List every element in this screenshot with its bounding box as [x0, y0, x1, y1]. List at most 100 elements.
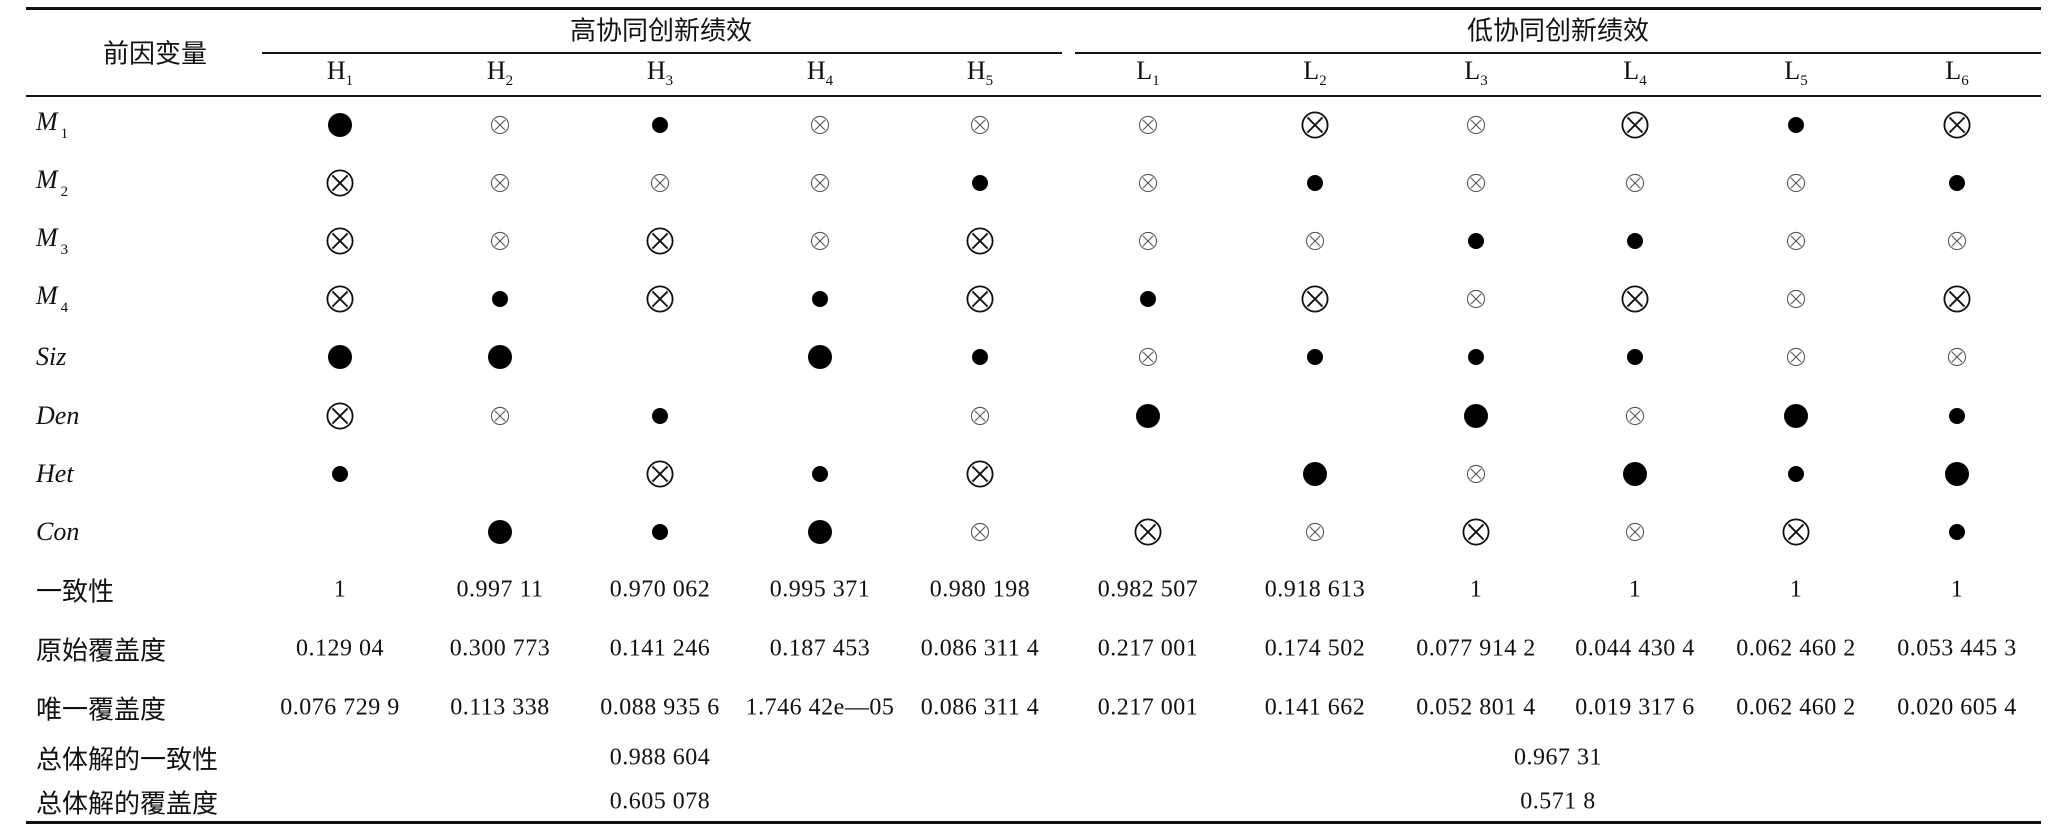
table-cell: 0.982 507 [1097, 576, 1199, 603]
corner-header: 前因变量 [102, 39, 208, 69]
peripheral-present-dot-icon [1140, 291, 1156, 307]
core-absent-crossed-circle-icon [326, 169, 354, 197]
core-present-dot-icon [1784, 404, 1808, 428]
row-label-base: Siz [36, 342, 67, 371]
row-label-subscript: 3 [60, 242, 69, 258]
overall-value-low: 0.571 8 [1520, 788, 1596, 815]
peripheral-absent-crossed-circle-icon [1947, 231, 1967, 251]
table-cell: 0.062 460 2 [1736, 635, 1856, 662]
header-rule [26, 95, 2041, 97]
table-cell: 0.217 001 [1097, 635, 1199, 662]
peripheral-present-dot-icon [652, 524, 668, 540]
column-header-subscript: 5 [985, 73, 994, 89]
row-label-base: M [36, 223, 58, 252]
peripheral-present-dot-icon [1468, 233, 1484, 249]
row-label: Siz [36, 342, 66, 372]
column-header-l5: L5 [1784, 56, 1807, 90]
table-cell: 1 [333, 576, 347, 603]
table-cell: 0.918 613 [1264, 576, 1366, 603]
peripheral-present-dot-icon [1949, 408, 1965, 424]
row-label-base: M [36, 281, 58, 310]
peripheral-absent-crossed-circle-icon [970, 406, 990, 426]
peripheral-absent-crossed-circle-icon [1138, 231, 1158, 251]
column-header-h1: H1 [327, 56, 353, 90]
peripheral-absent-crossed-circle-icon [1305, 231, 1325, 251]
table-cell: 0.187 453 [769, 635, 871, 662]
column-header-base: H [806, 56, 826, 85]
column-header-base: H [486, 56, 506, 85]
peripheral-present-dot-icon [1788, 466, 1804, 482]
peripheral-absent-crossed-circle-icon [490, 173, 510, 193]
core-absent-crossed-circle-icon [646, 285, 674, 313]
row-label-subscript: 2 [60, 184, 69, 200]
peripheral-present-dot-icon [1627, 349, 1643, 365]
peripheral-present-dot-icon [1949, 175, 1965, 191]
peripheral-absent-crossed-circle-icon [1138, 115, 1158, 135]
core-present-dot-icon [1303, 462, 1327, 486]
table-cell: 0.077 914 2 [1416, 635, 1536, 662]
table-cell: 0.053 445 3 [1897, 635, 2017, 662]
peripheral-absent-crossed-circle-icon [1466, 464, 1486, 484]
overall-value-high: 0.605 078 [609, 788, 711, 815]
column-header-subscript: 1 [345, 73, 354, 89]
peripheral-absent-crossed-circle-icon [970, 115, 990, 135]
peripheral-absent-crossed-circle-icon [1625, 173, 1645, 193]
column-header-subscript: 1 [1152, 73, 1160, 89]
peripheral-present-dot-icon [652, 408, 668, 424]
row-label: Con [36, 517, 79, 547]
column-header-subscript: 4 [1639, 73, 1647, 89]
core-absent-crossed-circle-icon [1943, 285, 1971, 313]
peripheral-present-dot-icon [972, 175, 988, 191]
peripheral-absent-crossed-circle-icon [1625, 406, 1645, 426]
core-absent-crossed-circle-icon [326, 227, 354, 255]
peripheral-absent-crossed-circle-icon [810, 173, 830, 193]
row-label-base: M [36, 107, 58, 136]
column-header-subscript: 2 [1319, 73, 1327, 89]
peripheral-present-dot-icon [972, 349, 988, 365]
column-header-l6: L6 [1945, 56, 1968, 90]
peripheral-absent-crossed-circle-icon [1786, 231, 1806, 251]
table-cell: 0.997 11 [456, 576, 544, 603]
top-rule [26, 7, 2041, 10]
table-cell: 0.995 371 [769, 576, 871, 603]
table-cell: 0.086 311 4 [920, 694, 1040, 721]
core-absent-crossed-circle-icon [646, 460, 674, 488]
peripheral-present-dot-icon [492, 291, 508, 307]
core-present-dot-icon [488, 345, 512, 369]
table-cell: 0.020 605 4 [1897, 694, 2017, 721]
table-cell: 0.086 311 4 [920, 635, 1040, 662]
core-absent-crossed-circle-icon [1301, 285, 1329, 313]
table-cell: 1 [1950, 576, 1964, 603]
row-label: 唯一覆盖度 [36, 695, 167, 725]
table-cell: 0.076 729 9 [280, 694, 400, 721]
row-label-subscript: 4 [60, 300, 69, 316]
table-cell: 0.113 338 [450, 694, 550, 721]
column-header-base: H [646, 56, 666, 85]
column-header-subscript: 5 [1800, 73, 1808, 89]
peripheral-present-dot-icon [1468, 349, 1484, 365]
core-absent-crossed-circle-icon [1621, 111, 1649, 139]
peripheral-present-dot-icon [332, 466, 348, 482]
row-label: Het [36, 459, 74, 489]
table-cell: 0.217 001 [1097, 694, 1199, 721]
row-label: 总体解的覆盖度 [36, 789, 219, 819]
group-header-high: 高协同创新绩效 [569, 16, 753, 46]
row-label-base: Con [36, 517, 80, 546]
table-cell: 1 [1789, 576, 1803, 603]
peripheral-absent-crossed-circle-icon [490, 406, 510, 426]
table-cell: 1.746 42e—05 [745, 694, 895, 721]
column-header-subscript: 3 [665, 73, 674, 89]
column-header-base: H [326, 56, 346, 85]
column-header-base: L [1784, 56, 1801, 85]
peripheral-absent-crossed-circle-icon [1625, 522, 1645, 542]
core-absent-crossed-circle-icon [646, 227, 674, 255]
core-present-dot-icon [328, 113, 352, 137]
peripheral-absent-crossed-circle-icon [490, 115, 510, 135]
peripheral-absent-crossed-circle-icon [1786, 289, 1806, 309]
table-cell: 0.141 662 [1264, 694, 1366, 721]
row-label: Den [36, 401, 79, 431]
column-header-base: L [1303, 56, 1320, 85]
column-header-subscript: 2 [505, 73, 514, 89]
core-present-dot-icon [808, 520, 832, 544]
